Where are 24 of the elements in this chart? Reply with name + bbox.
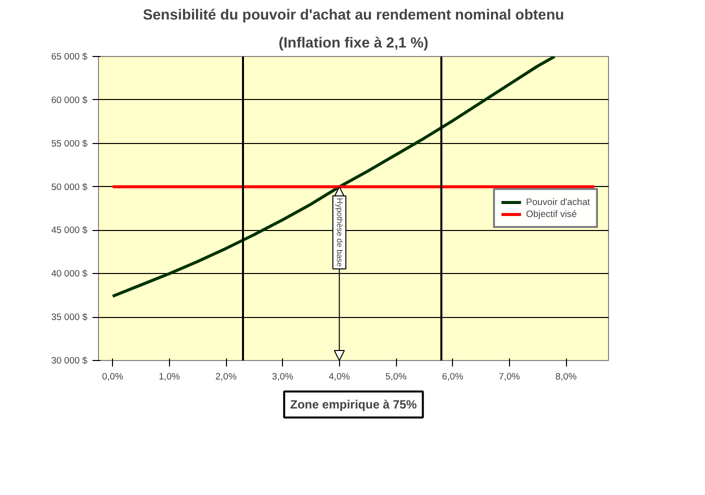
legend-label: Objectif visé	[526, 208, 577, 220]
x-tick-label: 4,0%	[328, 372, 350, 382]
line-series	[111, 56, 556, 298]
y-tick-label: 55 000 $	[51, 138, 88, 148]
annotation: Hypothèse de base	[334, 198, 344, 268]
x-tick-label: 5,0%	[385, 372, 407, 382]
chart-title: Sensibilité du pouvoir d'achat au rendement nominal obtenu	[142, 8, 564, 24]
y-tick-label: 35 000 $	[51, 312, 88, 322]
y-tick-label: 30 000 $	[51, 356, 88, 366]
text: Zone empirique à 75%	[290, 398, 418, 412]
y-tick-label: 60 000 $	[51, 94, 88, 105]
x-tick-label: 0,0%	[102, 372, 124, 382]
x-tick-label: 1,0%	[158, 372, 180, 382]
y-tick-label: 65 000 $	[51, 52, 88, 62]
x-tick-label: 8,0%	[555, 372, 577, 382]
x-tick-label: 2,0%	[215, 372, 237, 382]
x-tick-label: 6,0%	[442, 372, 464, 382]
y-tick-label: 45 000 $	[51, 225, 88, 236]
x-tick-label: 7,0%	[498, 372, 520, 382]
legend-label: Pouvoir d'achat	[526, 196, 590, 208]
x-tick-label: 3,0%	[272, 372, 294, 382]
y-tick-label: 50 000 $	[51, 182, 88, 192]
chart-subtitle: (Inflation fixe à 2,1 %)	[278, 36, 429, 52]
y-tick-label: 40 000 $	[51, 268, 88, 279]
